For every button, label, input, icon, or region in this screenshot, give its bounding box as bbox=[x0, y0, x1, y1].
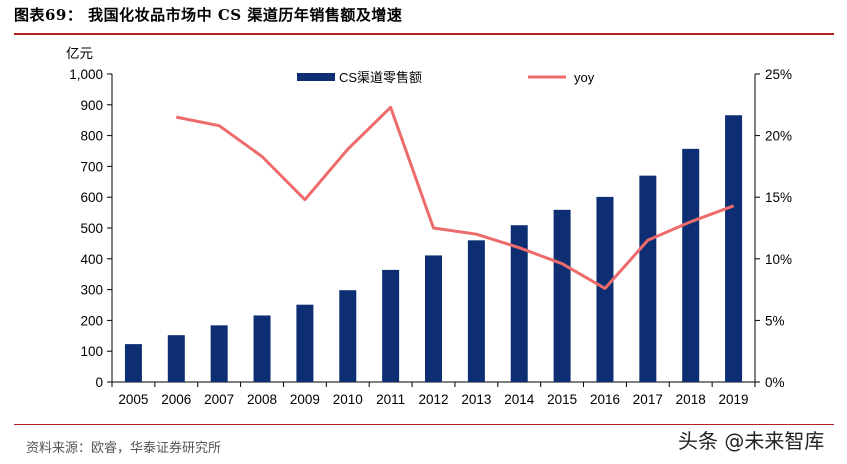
right-tick-label: 20% bbox=[765, 129, 792, 144]
left-tick-label: 1,000 bbox=[69, 67, 103, 82]
x-tick-label: 2013 bbox=[461, 392, 491, 407]
left-tick-label: 500 bbox=[80, 221, 103, 236]
x-tick-label: 2015 bbox=[547, 392, 577, 407]
right-tick-label: 10% bbox=[765, 252, 792, 267]
bar bbox=[682, 148, 700, 382]
x-tick-label: 2006 bbox=[161, 392, 191, 407]
bar bbox=[339, 290, 357, 382]
x-tick-label: 2012 bbox=[418, 392, 448, 407]
x-tick-label: 2016 bbox=[590, 392, 620, 407]
x-tick-label: 2018 bbox=[676, 392, 706, 407]
left-tick-label: 700 bbox=[80, 159, 103, 174]
right-tick-label: 25% bbox=[765, 67, 792, 82]
x-tick-label: 2011 bbox=[376, 392, 405, 407]
x-tick-label: 2010 bbox=[333, 392, 363, 407]
bar bbox=[296, 304, 314, 382]
left-tick-label: 800 bbox=[80, 129, 103, 144]
x-tick-label: 2005 bbox=[118, 392, 148, 407]
left-tick-label: 400 bbox=[80, 252, 103, 267]
right-tick-label: 15% bbox=[765, 190, 792, 205]
source-note: 资料来源：欧睿，华泰证券研究所 bbox=[26, 441, 222, 456]
left-tick-label: 300 bbox=[80, 283, 103, 298]
x-tick-label: 2019 bbox=[719, 392, 749, 407]
bar bbox=[425, 255, 442, 382]
left-tick-label: 900 bbox=[80, 98, 103, 113]
bar bbox=[553, 209, 571, 382]
x-tick-label: 2007 bbox=[204, 392, 234, 407]
legend-bar-swatch bbox=[297, 73, 335, 81]
left-tick-label: 600 bbox=[80, 190, 103, 205]
bar bbox=[725, 115, 743, 382]
bar bbox=[253, 315, 271, 382]
left-tick-label: 200 bbox=[80, 313, 103, 328]
yoy-line bbox=[176, 105, 735, 290]
y-axis-label: 亿元 bbox=[66, 46, 93, 61]
legend-line-label: yoy bbox=[574, 70, 595, 85]
source-divider bbox=[14, 424, 834, 425]
bar bbox=[510, 225, 528, 382]
bar bbox=[167, 335, 185, 382]
left-tick-label: 0 bbox=[95, 375, 103, 390]
title-divider bbox=[14, 33, 834, 35]
x-tick-label: 2009 bbox=[290, 392, 320, 407]
x-tick-label: 2008 bbox=[247, 392, 277, 407]
x-tick-label: 2017 bbox=[633, 392, 663, 407]
watermark: 头条 @未来智库 bbox=[678, 429, 825, 453]
bar bbox=[382, 269, 400, 382]
left-tick-label: 100 bbox=[80, 344, 103, 359]
bar bbox=[467, 240, 485, 382]
right-tick-label: 5% bbox=[765, 313, 785, 328]
x-tick-label: 2014 bbox=[504, 392, 535, 407]
bar bbox=[124, 344, 142, 382]
right-tick-label: 0% bbox=[765, 375, 785, 390]
bar bbox=[639, 175, 657, 382]
bar bbox=[210, 325, 228, 382]
chart-title: 图表69： 我国化妆品市场中 CS 渠道历年销售额及增速 bbox=[14, 6, 403, 24]
legend-bar-label: CS渠道零售额 bbox=[339, 70, 422, 85]
